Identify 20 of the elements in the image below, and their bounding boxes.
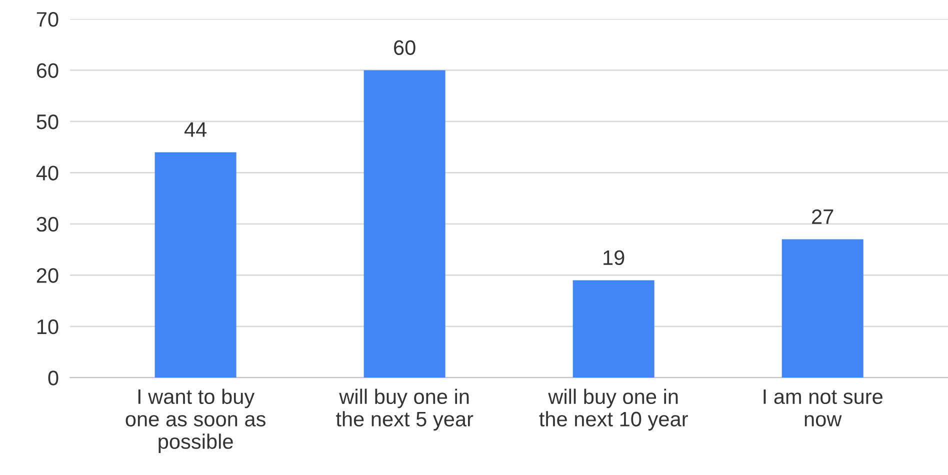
y-tick-label: 0 — [48, 370, 58, 386]
y-tick-label: 70 — [36, 12, 58, 27]
x-tick-label: will buy one in the next 5 year — [336, 388, 474, 431]
y-tick-label: 60 — [36, 63, 58, 78]
y-tick-label: 10 — [37, 319, 58, 334]
data-label: 44 — [184, 122, 207, 137]
x-tick-label: I want to buy one as soon as possible — [126, 388, 266, 454]
x-tick-label: will buy one in the next 10 year — [539, 388, 688, 431]
bar — [782, 239, 864, 378]
bar — [154, 152, 236, 378]
y-tick-label: 30 — [36, 216, 58, 232]
bar — [572, 280, 654, 378]
y-tick-label: 40 — [36, 166, 58, 180]
y-tick-label: 20 — [36, 268, 58, 283]
data-label: 27 — [812, 209, 834, 224]
y-tick-label: 50 — [36, 114, 58, 130]
data-label: 19 — [604, 250, 624, 266]
bar — [364, 70, 446, 378]
x-tick-label: I am not sure now — [764, 390, 882, 426]
data-label: 60 — [394, 40, 416, 56]
